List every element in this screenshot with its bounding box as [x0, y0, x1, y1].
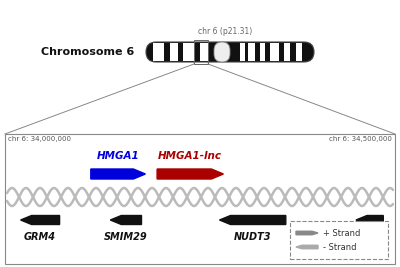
Text: Chromosome 6: Chromosome 6 [41, 47, 135, 57]
FancyBboxPatch shape [214, 42, 230, 62]
FancyBboxPatch shape [296, 43, 302, 61]
FancyArrow shape [157, 169, 224, 179]
FancyBboxPatch shape [200, 43, 208, 61]
Text: GRM4: GRM4 [24, 232, 56, 242]
Text: chr 6: 34,500,000: chr 6: 34,500,000 [329, 136, 392, 142]
Text: chr 6: 34,000,000: chr 6: 34,000,000 [8, 136, 71, 142]
FancyBboxPatch shape [284, 43, 290, 61]
Text: HMGA1: HMGA1 [97, 151, 140, 161]
Text: - Strand: - Strand [323, 242, 356, 252]
FancyBboxPatch shape [153, 43, 164, 61]
FancyBboxPatch shape [248, 43, 255, 61]
FancyArrow shape [91, 169, 146, 179]
FancyBboxPatch shape [183, 43, 195, 61]
FancyArrow shape [356, 215, 383, 225]
FancyBboxPatch shape [240, 43, 245, 61]
FancyArrow shape [296, 245, 318, 249]
Text: NUDT3: NUDT3 [234, 232, 272, 242]
FancyArrow shape [296, 231, 318, 235]
FancyArrow shape [220, 215, 286, 225]
Text: chr 6 (p21.31): chr 6 (p21.31) [198, 27, 252, 36]
Bar [290, 221, 388, 259]
Bar [5, 134, 395, 264]
FancyArrow shape [21, 215, 60, 225]
Text: SMIM29: SMIM29 [104, 232, 148, 242]
FancyBboxPatch shape [146, 42, 314, 62]
Text: + Strand: + Strand [323, 229, 360, 238]
Bar [194, 40, 208, 64]
FancyBboxPatch shape [260, 43, 265, 61]
FancyBboxPatch shape [270, 43, 279, 61]
FancyArrow shape [110, 215, 142, 225]
Text: HMGA1-lnc: HMGA1-lnc [158, 151, 222, 161]
Text: RPS10: RPS10 [352, 232, 387, 242]
FancyBboxPatch shape [170, 43, 178, 61]
